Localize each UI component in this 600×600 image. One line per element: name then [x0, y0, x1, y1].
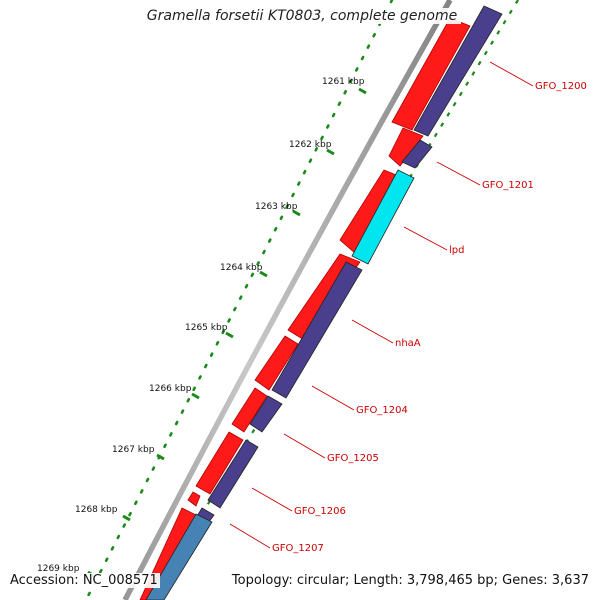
ruler-tick-1266 — [191, 392, 200, 400]
gene-label-nhaA[interactable]: nhaA — [395, 338, 421, 349]
gene-label-GFO_1204[interactable]: GFO_1204 — [356, 405, 408, 416]
gene-GFO_1200-arrow[interactable] — [413, 5, 503, 137]
forward-gene-arrow[interactable] — [391, 17, 471, 131]
gene-lpd-arrow[interactable] — [351, 169, 415, 265]
leader-line-GFO_1206 — [251, 487, 293, 512]
ruler-label-1266: 1266 kbp — [149, 384, 192, 394]
ruler-dotted-arc — [84, 0, 394, 600]
forward-gene-arrow[interactable] — [195, 431, 244, 495]
gene-label-GFO_1200[interactable]: GFO_1200 — [535, 81, 587, 92]
forward-gene-arrow[interactable] — [231, 387, 268, 433]
genome-title-text: Gramella forsetii KT0803, complete genom… — [142, 8, 462, 24]
gene-label-GFO_1205[interactable]: GFO_1205 — [327, 453, 379, 464]
ruler-label-1264: 1264 kbp — [220, 263, 263, 273]
leader-line-lpd — [403, 226, 448, 251]
ruler-label-1267: 1267 kbp — [112, 445, 155, 455]
leader-line-nhaA — [351, 319, 394, 344]
genome-title: Gramella forsetii KT0803, complete genom… — [0, 8, 600, 24]
ruler-tick-1263 — [292, 209, 301, 217]
genome-summary-text: Topology: circular; Length: 3,798,465 bp… — [229, 573, 591, 588]
gene-label-GFO_1206[interactable]: GFO_1206 — [294, 506, 346, 517]
gene-GFO_1207-arrow[interactable] — [145, 513, 213, 600]
ruler-tick-1265 — [225, 331, 234, 339]
genome-backbone — [122, 0, 453, 600]
leader-line-GFO_1200 — [489, 61, 534, 87]
ruler-tick-1267 — [156, 453, 165, 461]
leader-line-GFO_1205 — [283, 433, 326, 459]
gene-GFO_1201-arrow[interactable] — [401, 139, 433, 169]
gene-label-GFO_1201[interactable]: GFO_1201 — [482, 180, 534, 191]
ruler-label-1268: 1268 kbp — [75, 505, 118, 515]
gene-GFO_1205-arrow[interactable] — [207, 439, 259, 509]
leader-line-GFO_1201 — [436, 161, 481, 186]
ruler-tick-1264 — [259, 270, 268, 278]
gene-label-lpd[interactable]: lpd — [449, 245, 464, 256]
ruler-tick-marks — [87, 87, 367, 578]
forward-gene-arrow[interactable] — [187, 491, 201, 507]
forward-gene-arrow[interactable] — [254, 335, 299, 391]
ruler-tick-1261 — [358, 87, 367, 95]
ruler-label-1262: 1262 kbp — [289, 140, 332, 150]
leader-line-GFO_1207 — [229, 523, 271, 549]
accession-text: Accession: NC_008571 — [8, 573, 160, 588]
ruler-label-1265: 1265 kbp — [185, 323, 228, 333]
ruler-tick-1262 — [326, 148, 335, 156]
gene-label-GFO_1207[interactable]: GFO_1207 — [272, 543, 324, 554]
ruler-label-1269: 1269 kbp — [37, 564, 80, 574]
gene-nhaA-arrow[interactable] — [271, 261, 363, 399]
leader-line-GFO_1204 — [311, 385, 355, 411]
ruler-tick-1268 — [122, 514, 131, 522]
ruler-label-1263: 1263 kbp — [255, 202, 298, 212]
ruler-label-1261: 1261 kbp — [322, 77, 365, 87]
gene-GFO_1204-arrow[interactable] — [249, 395, 283, 433]
forward-gene-arrow[interactable] — [388, 127, 424, 167]
